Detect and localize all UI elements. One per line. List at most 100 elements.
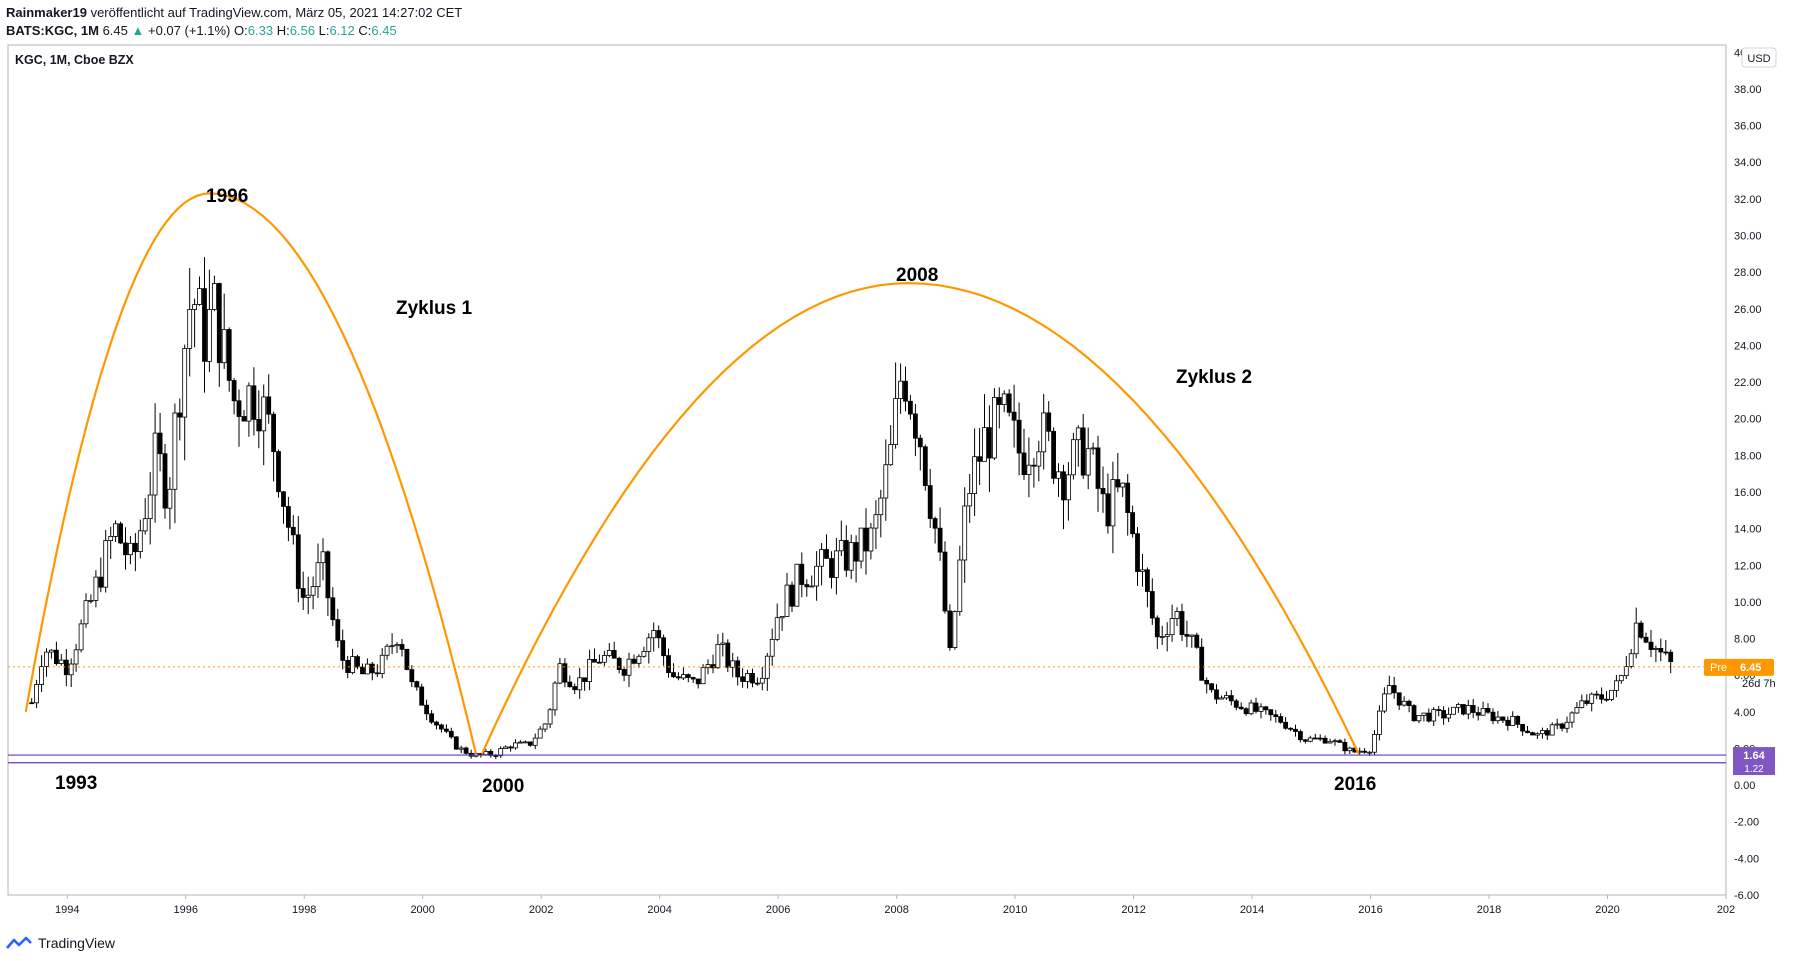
candle-body xyxy=(1100,487,1106,495)
candle-body xyxy=(1505,719,1511,726)
candle-body xyxy=(1238,706,1244,710)
candle-body xyxy=(256,418,262,432)
candle-body xyxy=(295,534,301,589)
candle-body xyxy=(44,651,49,667)
candle-body xyxy=(1233,700,1239,708)
candle-body xyxy=(725,642,731,668)
candle-body xyxy=(172,412,178,490)
candle-body xyxy=(671,672,676,678)
candle-body xyxy=(606,650,612,656)
candle-body xyxy=(1253,702,1259,712)
y-tick-label: 12.00 xyxy=(1734,560,1762,572)
candle-body xyxy=(1633,622,1639,655)
candle-body xyxy=(646,637,652,652)
candle-body xyxy=(1071,439,1076,476)
candle-body xyxy=(1021,452,1027,476)
candle-body xyxy=(54,649,59,665)
tradingview-logo-icon xyxy=(6,936,32,949)
candle-body xyxy=(399,644,405,650)
footer-brand-label: TradingView xyxy=(38,935,116,951)
currency-badge[interactable] xyxy=(1741,47,1777,68)
candle-body xyxy=(597,661,602,664)
candle-body xyxy=(557,663,563,684)
candle-body xyxy=(1075,427,1081,441)
candle-body xyxy=(1668,651,1674,663)
x-tick-label: 2000 xyxy=(410,904,434,916)
close-value: 6.45 xyxy=(371,23,397,38)
candle-body xyxy=(1006,393,1012,413)
candle-body xyxy=(1614,680,1619,691)
label-1996: 1996 xyxy=(206,186,248,207)
candle-body xyxy=(952,611,958,648)
candle-body xyxy=(1421,712,1427,716)
candle-body xyxy=(1396,692,1402,706)
candle-body xyxy=(132,542,138,553)
candle-body xyxy=(34,684,39,704)
candle-body xyxy=(1461,704,1466,715)
candle-body xyxy=(364,663,370,675)
candle-body xyxy=(1214,689,1219,700)
candle-body xyxy=(977,456,982,462)
y-tick-label: 28.00 xyxy=(1734,267,1762,279)
candle-body xyxy=(1520,724,1525,732)
candle-body xyxy=(1332,740,1338,743)
candle-body xyxy=(1431,709,1437,722)
candle-body xyxy=(759,677,765,684)
candle-body xyxy=(276,451,281,493)
candle-body xyxy=(1219,697,1224,700)
candle-body xyxy=(1401,700,1407,706)
candle-body xyxy=(1307,737,1313,742)
candle-body xyxy=(394,644,400,647)
candle-body xyxy=(182,348,188,418)
candle-body xyxy=(838,540,844,552)
candle-body xyxy=(360,666,365,675)
candle-body xyxy=(1377,710,1382,735)
candle-body xyxy=(942,551,948,612)
candle-body xyxy=(211,283,217,310)
candle-body xyxy=(1643,636,1649,643)
candle-body xyxy=(1105,493,1111,527)
candle-body xyxy=(271,413,277,453)
current-price-tag: Pre 6.45 26d 7h xyxy=(1704,658,1776,690)
candle-body xyxy=(1480,708,1486,716)
candle-body xyxy=(542,723,548,730)
label-2000: 2000 xyxy=(482,776,524,797)
up-arrow-icon: ▲ xyxy=(131,23,145,38)
candle-body xyxy=(774,617,780,640)
y-tick-label: 22.00 xyxy=(1734,377,1762,389)
candle-body xyxy=(1154,617,1160,638)
level-tag-box xyxy=(1733,747,1775,776)
x-tick-label: 2018 xyxy=(1477,904,1501,916)
candle-body xyxy=(1125,482,1131,514)
high-label: H: xyxy=(276,23,290,38)
candle-body xyxy=(1046,412,1052,432)
candle-body xyxy=(281,491,286,507)
candle-body xyxy=(49,649,54,653)
candle-body xyxy=(1026,464,1032,476)
level-tags: 1.64 1.22 xyxy=(1733,747,1775,776)
y-tick-label: 30.00 xyxy=(1734,231,1762,243)
candle-body xyxy=(1051,430,1056,479)
candle-body xyxy=(972,456,977,495)
candle-body xyxy=(1436,709,1442,711)
candle-body xyxy=(769,639,775,657)
x-tick-label: 2014 xyxy=(1240,904,1264,916)
candle-body xyxy=(137,530,143,552)
candle-body xyxy=(992,397,997,459)
candle-body xyxy=(335,619,341,641)
candle-body xyxy=(1273,714,1279,718)
cycle-arc-2[interactable] xyxy=(480,281,1360,755)
cycle-arc-1[interactable] xyxy=(24,192,478,755)
candle-body xyxy=(587,659,592,683)
candle-body xyxy=(1465,705,1471,715)
x-tick-label: 2012 xyxy=(1121,904,1145,916)
candle-body xyxy=(700,667,706,685)
candle-body xyxy=(1500,716,1506,721)
candle-body xyxy=(1579,700,1585,708)
candle-body xyxy=(1228,695,1234,702)
candle-body xyxy=(290,526,296,536)
footer-brand[interactable]: TradingView xyxy=(6,935,115,951)
chart-title: KGC, 1M, Cboe BZX xyxy=(15,53,134,67)
candle-body xyxy=(58,659,64,664)
